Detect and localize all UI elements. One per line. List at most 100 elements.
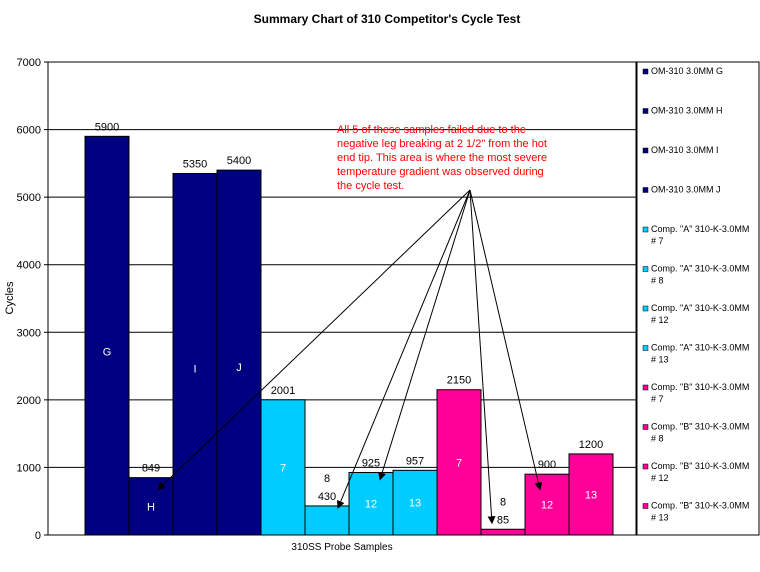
legend-item: OM-310 3.0MM J — [642, 185, 721, 195]
y-ticks: 0 1000 2000 3000 4000 5000 6000 7000 — [17, 57, 48, 542]
y-tick-label: 7000 — [17, 57, 41, 69]
legend-label: Comp. "B" 310-K-3.0MM # 7 — [651, 382, 749, 404]
bar — [568, 453, 614, 536]
legend-item: Comp. "B" 310-K-3.0MM # 13 — [642, 501, 749, 523]
legend: OM-310 3.0MM G OM-310 3.0MM H OM-310 3.0MM… — [636, 61, 760, 536]
bar-inner-label: 7 — [456, 457, 462, 469]
bars: 5900 G 849 H 5350 I 5400 J 2001 7 430 8 925 12 957 13 21… — [84, 121, 614, 536]
bar — [84, 135, 130, 536]
bar — [304, 505, 350, 536]
legend-item: Comp. "A" 310-K-3.0MM # 12 — [642, 303, 749, 325]
annotation-text-line: end tip. This area is where the most sev… — [337, 152, 547, 164]
bar — [392, 469, 438, 536]
legend-swatch — [642, 108, 649, 114]
legend-label: Comp. "B" 310-K-3.0MM # 13 — [651, 501, 749, 523]
legend-label: Comp. "A" 310-K-3.0MM # 8 — [651, 264, 749, 286]
legend-swatch — [642, 305, 649, 312]
x-axis-label: 310SS Probe Samples — [291, 542, 392, 553]
bar-inner-label: 12 — [365, 499, 377, 511]
bar — [216, 169, 262, 536]
legend-swatch — [642, 187, 649, 193]
bar-inner-label: G — [103, 347, 112, 359]
legend-item: Comp. "B" 310-K-3.0MM # 7 — [642, 382, 749, 404]
y-tick-label: 0 — [35, 530, 41, 542]
annotation-arrow — [157, 189, 471, 491]
legend-item: Comp. "B" 310-K-3.0MM # 8 — [642, 422, 749, 444]
legend-swatch — [642, 463, 649, 470]
bar-value-label: 5400 — [227, 155, 251, 167]
bar-inner-label: 8 — [500, 496, 506, 508]
legend-item: Comp. "A" 310-K-3.0MM # 13 — [642, 343, 749, 365]
bar-inner-label: 8 — [324, 473, 330, 485]
legend-label: OM-310 3.0MM J — [651, 185, 721, 195]
annotation-text-line: the cycle test. — [337, 180, 404, 192]
legend-item: OM-310 3.0MM G — [642, 66, 723, 76]
bar-value-label: 900 — [538, 459, 556, 471]
annotation-text-line: temperature gradient was observed during — [337, 166, 544, 178]
bar-value-label: 85 — [497, 514, 509, 526]
legend-label: Comp. "A" 310-K-3.0MM # 12 — [651, 303, 749, 325]
annotation: All 5 of these samples failed due to the… — [157, 124, 547, 525]
bar — [524, 473, 570, 536]
bar-value-label: 430 — [318, 491, 336, 503]
legend-item: OM-310 3.0MM I — [642, 145, 719, 155]
bar — [436, 389, 482, 536]
annotation-arrow — [469, 189, 543, 491]
y-tick-label: 3000 — [17, 327, 41, 339]
legend-item: Comp. "A" 310-K-3.0MM # 7 — [642, 224, 749, 246]
legend-swatch — [642, 345, 649, 351]
bar-inner-label: 13 — [409, 498, 421, 510]
legend-swatch — [642, 266, 649, 272]
legend-label: OM-310 3.0MM H — [651, 106, 723, 116]
legend-label: OM-310 3.0MM G — [651, 66, 723, 76]
y-tick-label: 4000 — [17, 260, 41, 272]
y-tick-label: 6000 — [17, 125, 41, 137]
y-tick-label: 5000 — [17, 192, 41, 204]
bar-value-label: 925 — [362, 457, 380, 469]
legend-swatch — [642, 384, 649, 391]
legend-swatch — [642, 226, 649, 233]
bar-inner-label: 7 — [280, 462, 286, 474]
annotation-text-line: negative leg breaking at 2 1/2" from the… — [337, 138, 547, 150]
legend-item: OM-310 3.0MM H — [642, 106, 723, 116]
annotation-arrow — [336, 189, 471, 509]
bar-inner-label: J — [236, 362, 242, 374]
bar-value-label: 849 — [142, 463, 160, 475]
legend-swatch — [642, 147, 649, 154]
bar — [348, 471, 394, 536]
bar-value-label: 1200 — [579, 439, 603, 451]
y-tick-label: 2000 — [17, 395, 41, 407]
legend-item: Comp. "B" 310-K-3.0MM # 12 — [642, 461, 749, 483]
bar — [172, 172, 218, 536]
chart-title: Summary Chart of 310 Competitor's Cycle … — [254, 12, 521, 26]
legend-label: Comp. "A" 310-K-3.0MM # 13 — [651, 343, 749, 365]
bar-value-label: 5900 — [95, 121, 119, 133]
legend-label: Comp. "B" 310-K-3.0MM # 8 — [651, 422, 749, 444]
legend-box — [636, 61, 760, 536]
legend-label: OM-310 3.0MM I — [651, 145, 719, 155]
legend-label: Comp. "B" 310-K-3.0MM # 12 — [651, 461, 749, 483]
bar-value-label: 2001 — [271, 385, 295, 397]
legend-label: Comp. "A" 310-K-3.0MM # 7 — [651, 224, 749, 246]
annotation-arrow — [469, 189, 496, 525]
bar-inner-label: H — [147, 501, 155, 513]
legend-swatch — [642, 68, 649, 75]
annotation-arrow — [378, 189, 471, 481]
annotation-text-line: All 5 of these samples failed due to the — [337, 124, 526, 136]
bar — [480, 528, 526, 536]
bar — [260, 399, 306, 536]
bar-inner-label: 12 — [541, 500, 553, 512]
legend-swatch — [642, 424, 649, 430]
bar-value-label: 5350 — [183, 158, 207, 170]
y-axis-label: Cycles — [4, 281, 16, 315]
bar-value-label: 2150 — [447, 375, 471, 387]
legend-swatch — [642, 503, 649, 509]
bar-value-label: 957 — [406, 455, 424, 467]
bar-inner-label: 13 — [585, 489, 597, 501]
bar-inner-label: I — [193, 363, 196, 375]
legend-item: Comp. "A" 310-K-3.0MM # 8 — [642, 264, 749, 286]
gridlines — [47, 61, 637, 536]
y-tick-label: 1000 — [17, 462, 41, 474]
